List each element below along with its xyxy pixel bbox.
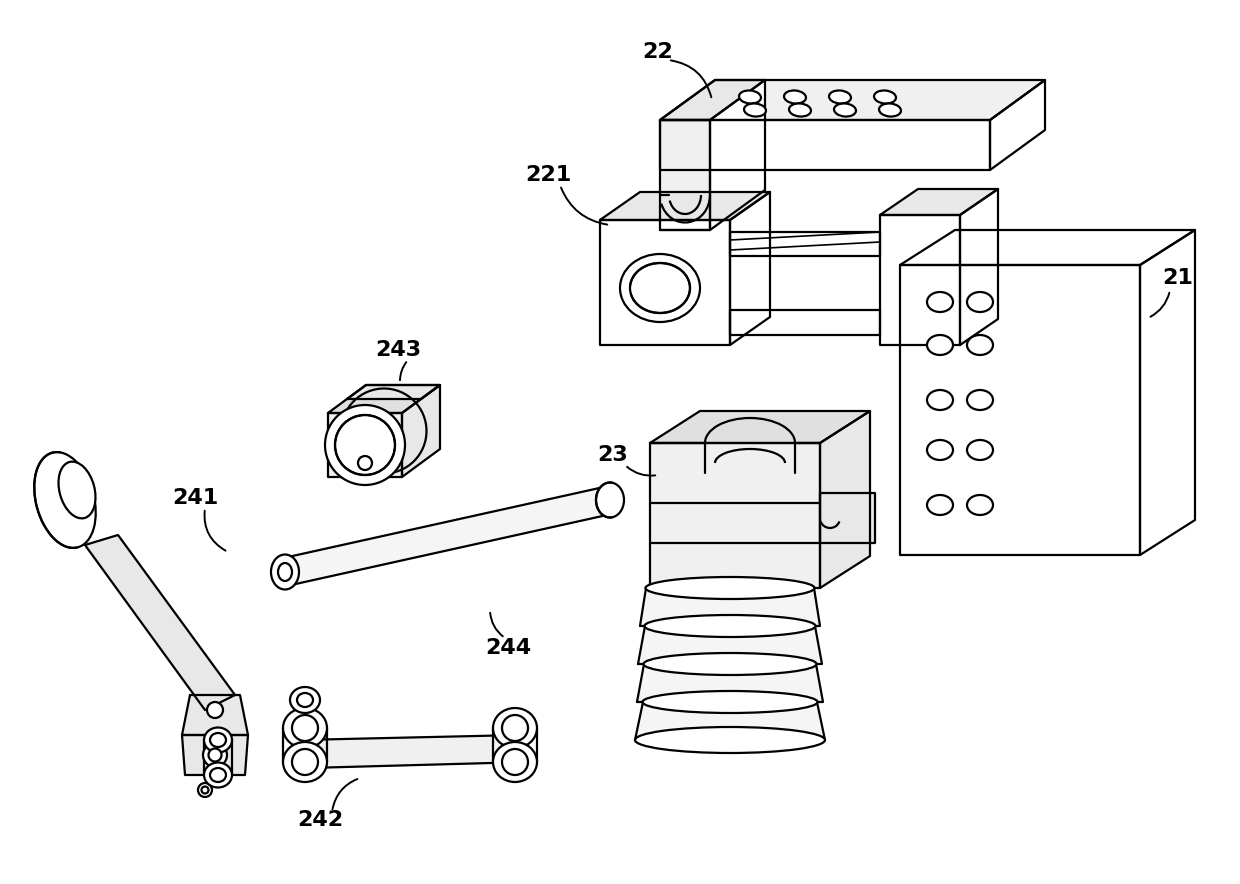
Polygon shape (660, 120, 990, 170)
Ellipse shape (642, 691, 817, 713)
Ellipse shape (210, 768, 226, 782)
Ellipse shape (502, 749, 528, 775)
Polygon shape (990, 80, 1045, 170)
Text: 241: 241 (172, 488, 218, 508)
Polygon shape (635, 702, 825, 740)
Polygon shape (730, 192, 770, 345)
Text: 244: 244 (485, 638, 531, 658)
Ellipse shape (928, 390, 954, 410)
Polygon shape (329, 413, 402, 477)
Ellipse shape (967, 292, 993, 312)
Ellipse shape (207, 702, 223, 718)
Polygon shape (880, 189, 998, 215)
Ellipse shape (830, 90, 851, 103)
Ellipse shape (205, 728, 232, 752)
Ellipse shape (635, 727, 825, 753)
Polygon shape (660, 80, 765, 120)
Ellipse shape (928, 335, 954, 355)
Ellipse shape (283, 708, 327, 748)
Polygon shape (880, 215, 960, 345)
Text: 22: 22 (642, 42, 673, 62)
Ellipse shape (210, 733, 226, 747)
Polygon shape (86, 535, 236, 710)
Ellipse shape (494, 742, 537, 782)
Ellipse shape (967, 440, 993, 460)
Ellipse shape (874, 90, 897, 103)
Ellipse shape (967, 390, 993, 410)
Ellipse shape (646, 577, 815, 599)
Ellipse shape (335, 415, 396, 475)
Ellipse shape (283, 742, 327, 782)
Text: 242: 242 (296, 810, 343, 830)
Ellipse shape (278, 563, 291, 581)
Polygon shape (347, 385, 440, 399)
Ellipse shape (203, 743, 227, 767)
Ellipse shape (967, 495, 993, 515)
Polygon shape (640, 588, 820, 626)
Text: 21: 21 (1163, 268, 1193, 288)
Polygon shape (711, 80, 765, 230)
Ellipse shape (58, 461, 95, 518)
Text: 23: 23 (598, 445, 629, 465)
Ellipse shape (645, 615, 816, 637)
Ellipse shape (272, 554, 299, 590)
Polygon shape (960, 189, 998, 345)
Ellipse shape (291, 749, 317, 775)
Ellipse shape (835, 103, 856, 117)
Ellipse shape (784, 90, 806, 103)
Ellipse shape (494, 708, 537, 748)
Ellipse shape (325, 405, 405, 485)
Ellipse shape (744, 103, 766, 117)
Polygon shape (730, 310, 880, 335)
Ellipse shape (291, 715, 317, 741)
Polygon shape (660, 120, 711, 230)
Polygon shape (329, 385, 440, 413)
Polygon shape (182, 695, 248, 735)
Text: 243: 243 (374, 340, 422, 360)
Ellipse shape (928, 292, 954, 312)
Polygon shape (300, 735, 528, 768)
Ellipse shape (298, 693, 312, 707)
Polygon shape (1140, 230, 1195, 555)
Ellipse shape (596, 483, 624, 517)
Ellipse shape (208, 749, 222, 761)
Polygon shape (650, 411, 870, 443)
Polygon shape (600, 192, 770, 220)
Polygon shape (820, 493, 875, 543)
Text: 221: 221 (525, 165, 572, 185)
Ellipse shape (358, 456, 372, 470)
Ellipse shape (644, 653, 816, 675)
Polygon shape (730, 232, 880, 256)
Polygon shape (639, 626, 822, 664)
Ellipse shape (198, 783, 212, 797)
Polygon shape (637, 664, 823, 702)
Ellipse shape (290, 687, 320, 713)
Ellipse shape (739, 90, 761, 103)
Ellipse shape (928, 495, 954, 515)
Ellipse shape (201, 787, 208, 794)
Polygon shape (650, 443, 820, 588)
Ellipse shape (35, 452, 95, 548)
Ellipse shape (620, 254, 701, 322)
Polygon shape (182, 735, 248, 775)
Polygon shape (900, 230, 1195, 265)
Ellipse shape (879, 103, 901, 117)
Ellipse shape (205, 763, 232, 788)
Ellipse shape (928, 440, 954, 460)
Ellipse shape (630, 263, 689, 313)
Polygon shape (660, 80, 1045, 120)
Polygon shape (402, 385, 440, 477)
Ellipse shape (789, 103, 811, 117)
Ellipse shape (967, 335, 993, 355)
Polygon shape (281, 486, 613, 586)
Polygon shape (820, 411, 870, 588)
Polygon shape (900, 265, 1140, 555)
Ellipse shape (502, 715, 528, 741)
Polygon shape (600, 220, 730, 345)
